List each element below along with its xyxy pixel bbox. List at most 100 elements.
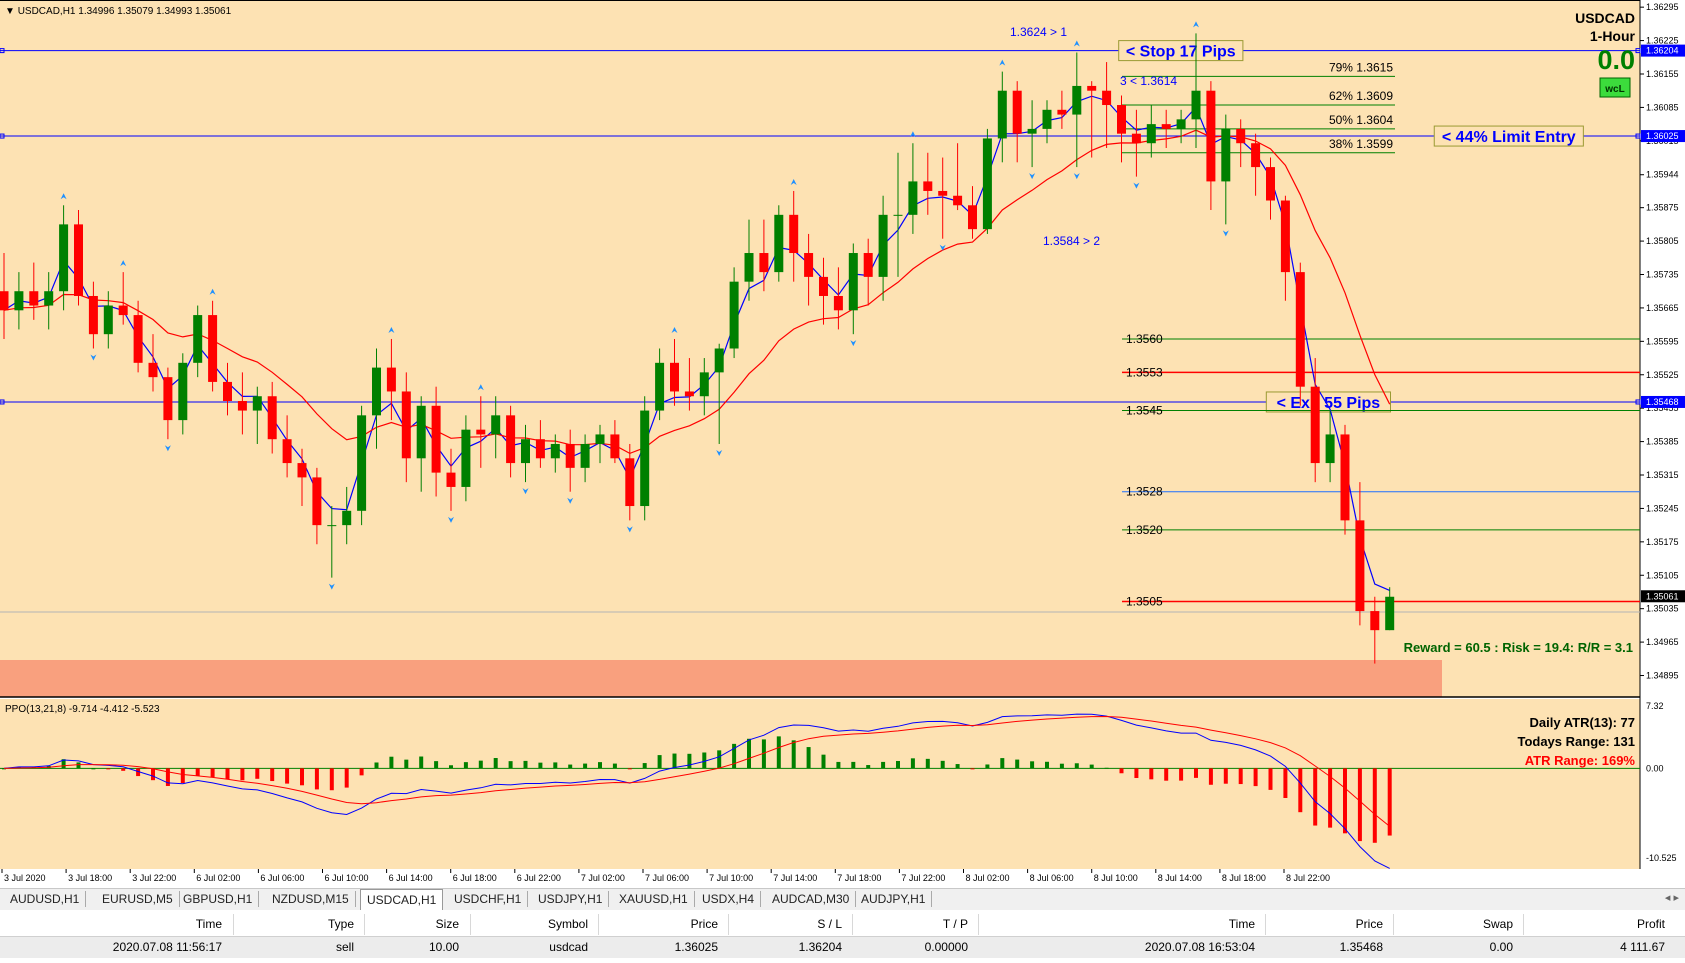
- table-cell: 1.35468: [1339, 940, 1383, 954]
- column-separator[interactable]: [364, 914, 365, 935]
- column-separator[interactable]: [470, 914, 471, 935]
- tab-audjpy-h1[interactable]: AUDJPY,H1: [855, 891, 933, 907]
- ppo-histogram-bar: [478, 760, 483, 769]
- column-separator[interactable]: [978, 914, 979, 935]
- candle-bear: [1087, 85, 1097, 91]
- candle-bull: [14, 291, 24, 311]
- column-header[interactable]: Swap: [1482, 917, 1513, 931]
- candle-bull: [640, 410, 650, 507]
- ppo-histogram-bar: [836, 761, 841, 769]
- demand-zone: [0, 660, 1442, 697]
- ppo-title: PPO(13,21,8) -9.714 -4.412 -5.523: [5, 704, 160, 715]
- column-separator[interactable]: [728, 914, 729, 935]
- price-axis-label: 1.36155: [1646, 69, 1679, 79]
- column-header[interactable]: Type: [327, 917, 354, 931]
- column-header[interactable]: Size: [435, 917, 459, 931]
- ppo-histogram-bar: [329, 768, 334, 791]
- ppo-histogram-bar: [285, 768, 290, 784]
- ppo-histogram-bar: [717, 750, 722, 769]
- ppo-histogram-bar: [300, 768, 304, 786]
- column-header[interactable]: Price: [690, 917, 718, 931]
- ppo-histogram-bar: [91, 768, 96, 770]
- indicator-background: [0, 699, 1640, 869]
- column-separator[interactable]: [1265, 914, 1266, 935]
- ppo-histogram-bar: [1298, 768, 1303, 813]
- candle-bear: [968, 205, 977, 230]
- tab-usdcad-h1[interactable]: USDCAD,H1: [360, 889, 444, 910]
- fractal-down-icon: [90, 354, 97, 361]
- tab-audcad-m30[interactable]: AUDCAD,M30: [766, 891, 857, 907]
- wcl-badge: [1599, 77, 1631, 98]
- candle-bear: [565, 443, 575, 468]
- ppo-histogram-bar: [538, 762, 543, 769]
- column-separator[interactable]: [1523, 914, 1524, 935]
- candle-bull: [1221, 128, 1231, 182]
- ppo-axis-label: 7.32: [1646, 701, 1664, 711]
- high-label: 1.3624 > 1: [1010, 25, 1067, 39]
- column-separator[interactable]: [852, 914, 853, 935]
- tab-usdjpy-h1[interactable]: USDJPY,H1: [532, 891, 610, 907]
- candle-bear: [1131, 133, 1141, 144]
- column-header[interactable]: S / L: [817, 917, 842, 931]
- price-axis-label: 1.35875: [1646, 203, 1679, 213]
- price-axis-label: 1.34895: [1646, 671, 1679, 681]
- trade-label-box: [1433, 125, 1584, 147]
- ppo-histogram-bar: [747, 738, 751, 769]
- column-header[interactable]: Time: [1228, 917, 1255, 931]
- low-label: 1.3584 > 2: [1043, 234, 1100, 248]
- price-axis-label: 1.35385: [1646, 437, 1679, 447]
- ppo-histogram-bar: [121, 768, 126, 771]
- candle-bear: [1295, 272, 1305, 387]
- ppo-histogram-bar: [374, 762, 379, 769]
- column-separator[interactable]: [1393, 914, 1394, 935]
- candle-bull: [372, 367, 381, 416]
- column-header[interactable]: T / P: [942, 917, 968, 931]
- fractal-down-icon: [939, 244, 946, 251]
- price-axis-background: [1640, 0, 1685, 869]
- candle-bear: [1370, 611, 1380, 631]
- tab-nzdusd-m15[interactable]: NZDUSD,M15: [266, 891, 356, 907]
- price-axis-label: 1.35944: [1646, 170, 1679, 180]
- collapse-arrow-icon[interactable]: ▼: [5, 6, 15, 17]
- candle-bull: [848, 253, 858, 311]
- atr-range: ATR Range: 169%: [1525, 753, 1636, 768]
- column-header[interactable]: Profit: [1636, 917, 1665, 931]
- tab-usdx-h4[interactable]: USDX,H4: [696, 891, 762, 907]
- candle-bear: [953, 195, 963, 206]
- time-axis-label: 3 Jul 22:00: [132, 873, 176, 883]
- column-separator[interactable]: [598, 914, 599, 935]
- candle-bear: [1266, 167, 1275, 201]
- ppo-histogram-bar: [1134, 768, 1139, 779]
- fractal-up-icon: [477, 384, 484, 391]
- column-header[interactable]: Time: [195, 917, 222, 931]
- ppo-signal-line: [3, 715, 1391, 827]
- column-separator[interactable]: [233, 914, 234, 935]
- time-axis-label: 6 Jul 14:00: [389, 873, 433, 883]
- tab-xauusd-h1[interactable]: XAUUSD,H1: [613, 891, 695, 907]
- table-cell: 1.36204: [798, 940, 842, 954]
- ppo-histogram-bar: [255, 768, 260, 779]
- candle-bull: [327, 525, 337, 527]
- ppo-histogram-bar: [463, 762, 468, 769]
- tab-gbpusd-h1[interactable]: GBPUSD,H1: [177, 891, 260, 907]
- ppo-histogram-bar: [1089, 764, 1094, 769]
- symbol-info-text: USDCAD,H1 1.34996 1.35079 1.34993 1.3506…: [18, 6, 232, 17]
- table-row[interactable]: 2020.07.08 11:56:17 sell 10.00 usdcad 1.3602…: [0, 936, 1685, 958]
- tab-usdchf-h1[interactable]: USDCHF,H1: [448, 891, 529, 907]
- ppo-histogram-bar: [270, 768, 275, 782]
- column-header[interactable]: Price: [1355, 917, 1383, 931]
- ppo-histogram-bar: [1268, 768, 1273, 790]
- ppo-histogram-bar: [1328, 768, 1333, 828]
- price-chart[interactable]: < Stop 17 Pips < 44% Limit Entry < Exit 55…: [0, 0, 1685, 888]
- ppo-histogram-bar: [910, 758, 915, 769]
- tab-audusd-h1[interactable]: AUDUSD,H1: [4, 891, 87, 907]
- column-header[interactable]: Symbol: [547, 917, 588, 931]
- tab-eurusd-m5[interactable]: EURUSD,M5: [96, 891, 180, 907]
- tab-scroll-arrows-icon[interactable]: ◂ ▸: [1664, 892, 1679, 904]
- trade-line-handle: [0, 48, 5, 54]
- price-axis-label: 1.36295: [1646, 2, 1679, 12]
- candle-bull: [103, 305, 113, 335]
- candle-bear: [88, 295, 98, 335]
- fast-ma-line: [3, 95, 1390, 591]
